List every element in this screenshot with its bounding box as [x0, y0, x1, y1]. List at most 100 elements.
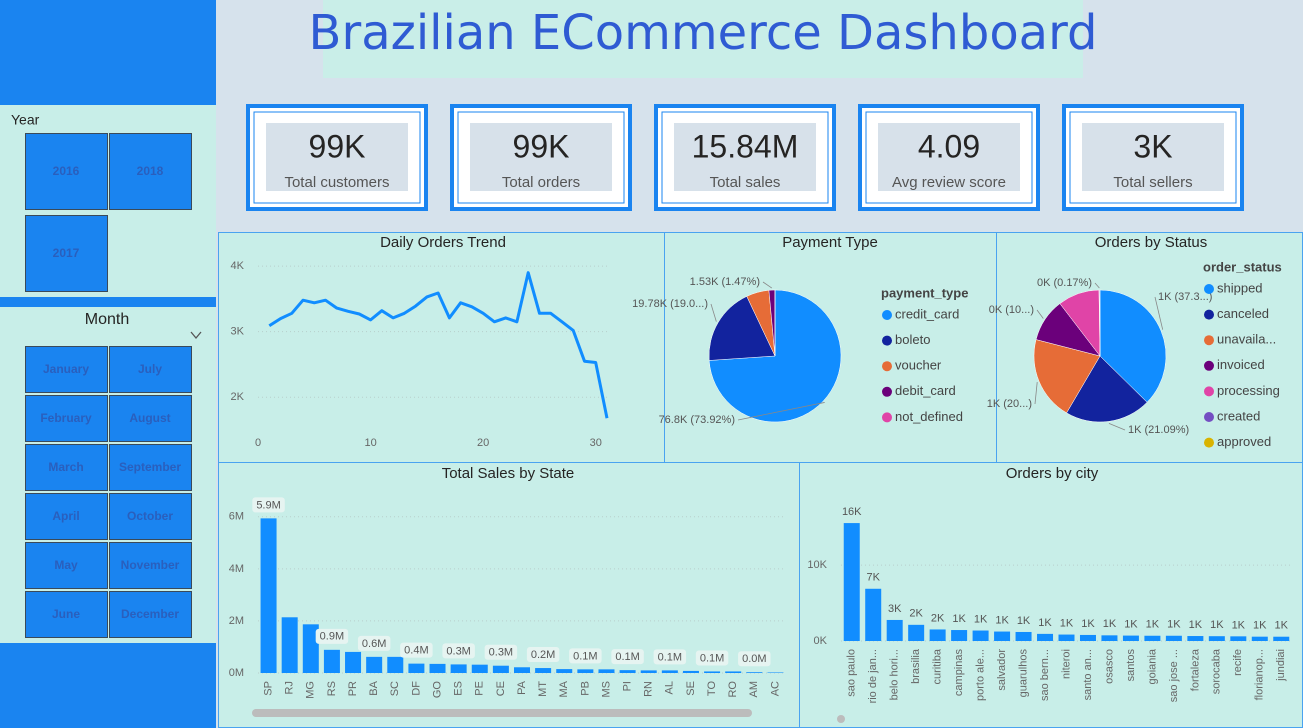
- dropdown-chevron[interactable]: [190, 331, 202, 340]
- bar[interactable]: [1122, 635, 1139, 641]
- bar[interactable]: [908, 624, 925, 641]
- legend-label[interactable]: unavaila...: [1217, 332, 1276, 347]
- legend-swatch[interactable]: [1204, 437, 1214, 448]
- bar[interactable]: [556, 669, 573, 673]
- legend-label[interactable]: invoiced: [1217, 357, 1265, 372]
- legend-swatch[interactable]: [1204, 309, 1214, 320]
- legend-swatch[interactable]: [1204, 284, 1214, 294]
- bar[interactable]: [951, 630, 968, 641]
- bar[interactable]: [302, 624, 319, 673]
- bar[interactable]: [767, 672, 784, 673]
- legend-label[interactable]: canceled: [1217, 306, 1269, 321]
- bar[interactable]: [1101, 635, 1118, 641]
- bar[interactable]: [1037, 633, 1054, 641]
- slicer-button[interactable]: [109, 133, 192, 210]
- bar[interactable]: [682, 670, 699, 673]
- slicer-button[interactable]: [109, 346, 192, 393]
- legend-swatch[interactable]: [882, 412, 892, 423]
- pie-slice[interactable]: [1033, 339, 1101, 414]
- slicer-button-label[interactable]: March: [48, 460, 83, 474]
- legend-label[interactable]: not_defined: [895, 409, 963, 424]
- bar[interactable]: [535, 668, 552, 673]
- bar[interactable]: [1079, 634, 1096, 641]
- bar[interactable]: [429, 663, 446, 673]
- scrollbar[interactable]: [837, 715, 845, 723]
- slicer-button[interactable]: [109, 444, 192, 491]
- bar[interactable]: [471, 664, 488, 673]
- scrollbar[interactable]: [252, 709, 752, 717]
- slicer-button-label[interactable]: May: [54, 558, 78, 572]
- legend-label[interactable]: processing: [1217, 383, 1280, 398]
- bar[interactable]: [704, 671, 721, 673]
- slicer-button[interactable]: [25, 591, 108, 638]
- slicer-button-label[interactable]: November: [121, 558, 180, 572]
- slicer-button[interactable]: [109, 395, 192, 442]
- legend-swatch[interactable]: [1204, 386, 1214, 397]
- bar[interactable]: [929, 629, 946, 641]
- legend-label[interactable]: shipped: [1217, 280, 1263, 295]
- slicer-button-label[interactable]: April: [52, 509, 79, 523]
- legend-label[interactable]: boleto: [895, 332, 930, 347]
- legend-swatch[interactable]: [1204, 360, 1214, 371]
- slicer-button[interactable]: [25, 542, 108, 589]
- bar[interactable]: [1144, 635, 1161, 641]
- bar[interactable]: [1208, 636, 1225, 641]
- bar[interactable]: [725, 671, 742, 673]
- slicer-button-label[interactable]: January: [43, 362, 89, 376]
- slicer-button-label[interactable]: August: [129, 411, 170, 425]
- legend-label[interactable]: created: [1217, 408, 1260, 423]
- slicer-button-label[interactable]: February: [40, 411, 92, 425]
- slicer-button-label[interactable]: June: [52, 607, 80, 621]
- bar[interactable]: [281, 617, 298, 673]
- bar[interactable]: [661, 670, 678, 673]
- bar[interactable]: [1251, 636, 1268, 641]
- bar[interactable]: [598, 669, 615, 673]
- slicer-button[interactable]: [25, 133, 108, 210]
- slicer-button-label[interactable]: 2018: [137, 164, 164, 178]
- bar[interactable]: [366, 656, 383, 673]
- legend-label[interactable]: credit_card: [895, 306, 959, 321]
- legend-swatch[interactable]: [882, 335, 892, 346]
- pie-slice[interactable]: [1099, 289, 1167, 403]
- slicer-button-label[interactable]: 2016: [53, 164, 80, 178]
- slicer-button-label[interactable]: July: [138, 362, 162, 376]
- slicer-button[interactable]: [25, 346, 108, 393]
- bar[interactable]: [1273, 636, 1290, 641]
- legend-swatch[interactable]: [1204, 412, 1214, 422]
- legend-label[interactable]: voucher: [895, 358, 942, 373]
- bar[interactable]: [619, 670, 636, 673]
- legend-swatch[interactable]: [1204, 335, 1214, 346]
- slicer-button-label[interactable]: 2017: [53, 246, 80, 260]
- slicer-button-label[interactable]: October: [127, 509, 173, 523]
- slicer-button[interactable]: [25, 215, 108, 292]
- slicer-button-label[interactable]: December: [121, 607, 179, 621]
- bar[interactable]: [994, 631, 1011, 641]
- bar[interactable]: [1230, 636, 1247, 641]
- bar[interactable]: [408, 663, 425, 673]
- legend-swatch[interactable]: [882, 361, 892, 372]
- bar[interactable]: [972, 630, 989, 641]
- pie-slice[interactable]: [708, 296, 776, 361]
- bar[interactable]: [640, 670, 657, 673]
- bar[interactable]: [1058, 634, 1075, 641]
- legend-swatch[interactable]: [882, 310, 892, 320]
- legend-swatch[interactable]: [882, 386, 892, 397]
- pie-slice[interactable]: [1066, 355, 1148, 423]
- slicer-button[interactable]: [25, 444, 108, 491]
- bar[interactable]: [492, 665, 509, 673]
- bar[interactable]: [345, 651, 362, 673]
- slicer-button[interactable]: [109, 542, 192, 589]
- bar[interactable]: [865, 588, 882, 641]
- slicer-button[interactable]: [25, 395, 108, 442]
- slicer-button[interactable]: [109, 591, 192, 638]
- legend-label[interactable]: approved: [1217, 434, 1271, 449]
- slicer-button-label[interactable]: September: [119, 460, 181, 474]
- bar[interactable]: [1015, 631, 1032, 641]
- bar[interactable]: [450, 664, 467, 673]
- slicer-button[interactable]: [109, 493, 192, 540]
- bar[interactable]: [577, 669, 594, 673]
- bar[interactable]: [260, 518, 277, 673]
- bar[interactable]: [387, 656, 404, 673]
- bar[interactable]: [323, 649, 340, 673]
- bar[interactable]: [1165, 635, 1182, 641]
